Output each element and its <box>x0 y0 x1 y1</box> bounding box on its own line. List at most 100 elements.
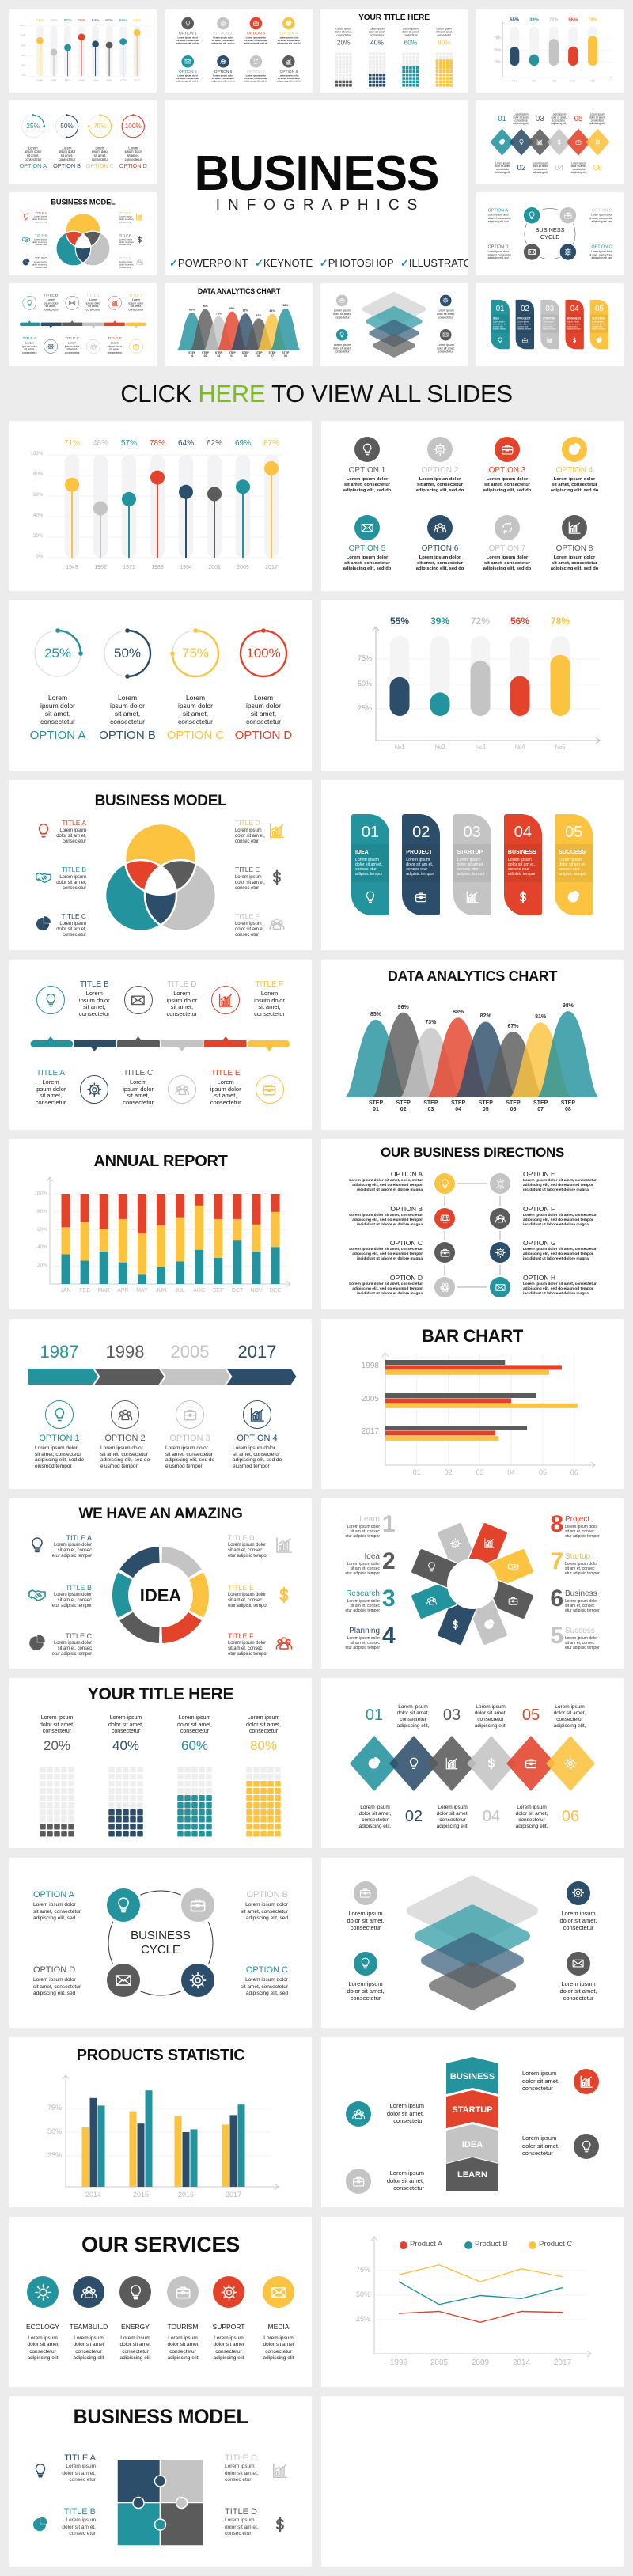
value-label: 55% <box>389 616 410 627</box>
value-label: 48% <box>92 439 109 448</box>
bulb-badge <box>354 1952 377 1976</box>
envelope-icon <box>495 1282 506 1294</box>
thumbnail-slide-pins: 0% 20% 40% 60% 80% 100% 71% 1949 48% 1962 57% 1971 7… <box>9 9 157 93</box>
option-label: OPTION 2 <box>214 31 233 36</box>
waffle-cell <box>402 55 405 59</box>
value-label: 81% <box>535 1014 547 1021</box>
briefcase-icon <box>339 297 345 304</box>
waffle-cell <box>123 1774 129 1780</box>
bell-8 <box>536 1011 600 1097</box>
waffle-cell <box>246 1795 252 1801</box>
gear-badge <box>80 1075 109 1104</box>
hero-cover: BUSINESS INFOGRAPHICS ✓POWERPOINT ✓KEYNO… <box>165 100 468 275</box>
step-word: Startup <box>565 1552 591 1561</box>
bulb-badge <box>22 296 37 310</box>
axis <box>372 626 601 744</box>
cta-post: TO VIEW ALL SLIDES <box>265 380 513 407</box>
thumbnail-tabs: 01 IDEA Lorem ipsum dolor sit am et, conse… <box>476 283 624 366</box>
waffle-cell <box>449 70 453 74</box>
waffle-cell <box>382 77 386 80</box>
pin-head <box>64 44 71 51</box>
waffle-cell <box>402 80 405 84</box>
item-title: TITLE C <box>34 256 47 261</box>
option-text: Lorem ipsum dolor sit amet, consectetur … <box>244 74 268 83</box>
thumbnail-slide-circles: 25% Lorem ipsum dolor sit amet, consectet… <box>9 100 157 184</box>
stacked-bar-segment <box>271 1194 280 1212</box>
pin-head <box>264 460 279 475</box>
step-label: STEP 01 <box>188 351 196 358</box>
step-word: Research <box>346 1589 380 1598</box>
step-number: 06 <box>593 163 602 172</box>
waffle-cell <box>342 80 346 84</box>
waffle-cell <box>199 1795 205 1801</box>
waffle-cell <box>253 1816 260 1823</box>
waffle-cell <box>267 1824 274 1830</box>
waffle-cell <box>267 1781 274 1787</box>
thumbnail-slide-layers: Lorem ipsum dolor sit amet, consectetur L… <box>320 283 468 366</box>
step-number: 01 <box>498 114 507 123</box>
waffle-cell <box>339 80 342 84</box>
value-label: 82% <box>479 1013 491 1020</box>
waffle-cell <box>116 1824 122 1830</box>
chart-icon <box>567 521 582 535</box>
item-title: TITLE A <box>64 2453 96 2463</box>
item-title: TITLE C <box>225 2453 257 2463</box>
thumbnail-slide-options8: OPTION 1 Lorem ipsum dolor sit amet, cons… <box>165 9 313 93</box>
year-label: 2009 <box>119 79 127 83</box>
x-tick-label: 02 <box>444 1468 453 1476</box>
pin-head <box>36 36 44 44</box>
item-text: Lorem ipsum dolor sit amet, consectetur <box>107 341 123 354</box>
pin-head <box>119 38 127 45</box>
view-all-slides-link[interactable]: CLICK HERE TO VIEW ALL SLIDES <box>0 380 633 408</box>
y-tick-label: 25% <box>47 2151 62 2159</box>
waffle-cell <box>108 1781 115 1787</box>
value-label: 71% <box>63 439 81 448</box>
hero-title: BUSINESS <box>194 146 440 201</box>
pin-head <box>92 40 99 48</box>
y-tick-label: 75% <box>494 36 502 40</box>
venn-outline <box>123 822 198 896</box>
diamond <box>389 1736 438 1791</box>
item-text: Lorem ipsum dolor sit amet, consectetur <box>386 2169 424 2191</box>
step-number: 06 <box>561 1808 580 1825</box>
tab-text: Lorem ipsum dolor sit am et, consec etur… <box>492 320 506 331</box>
waffle-cell <box>439 52 442 56</box>
y-tick-label: 20% <box>21 64 26 67</box>
waffle-cell <box>342 59 346 63</box>
thumbnail-analytics: DATA ANALYTICS CHART 85% STEP 01 96% STEP 02… <box>165 283 313 366</box>
waffle-cell <box>130 1802 136 1809</box>
step-number: 03 <box>442 1707 461 1724</box>
year-label: 2017 <box>134 79 140 83</box>
step-text: Lorem ipsum dolor sit amet, consectetur … <box>532 161 548 174</box>
gear-hub <box>447 1559 498 1609</box>
year-label: 1962 <box>94 565 107 570</box>
item-title: TITLE A <box>36 1069 66 1078</box>
gear-badge <box>181 1964 214 1997</box>
cta-here-link[interactable]: HERE <box>198 380 266 407</box>
bar <box>430 692 450 716</box>
waffle-cell <box>449 55 453 59</box>
item-text: Lorem ipsum dolor sit amet, consectetur <box>254 990 285 1017</box>
waffle-cell <box>177 1795 184 1801</box>
option-label: OPTION 7 <box>247 69 265 74</box>
waffle-cell <box>445 70 449 74</box>
dollar-icon <box>268 869 286 886</box>
layer <box>373 334 415 358</box>
tab-band <box>491 314 510 333</box>
option-text: Lorem ipsum dolor sit amet, consectetur … <box>349 1214 423 1227</box>
pie-icon <box>498 138 506 146</box>
waffle-cell <box>184 1802 191 1809</box>
waffle-cell <box>412 73 416 77</box>
waffle-cell <box>415 52 419 56</box>
service-label: MEDIA <box>267 2323 290 2331</box>
value-label: 78% <box>550 616 570 627</box>
waffle-cell <box>435 63 439 66</box>
option-text: Lorem ipsum dolor sit amet, consectetur <box>246 694 281 725</box>
tab-band <box>589 314 609 333</box>
puzzle-knob <box>175 2496 188 2510</box>
people-icon <box>89 343 97 350</box>
waffle-cell <box>442 73 446 77</box>
waffle-cell <box>379 77 382 80</box>
step-text: Lorem ipsum dolor sit amet, consectetur … <box>495 161 511 174</box>
waffle-cell <box>342 73 346 77</box>
